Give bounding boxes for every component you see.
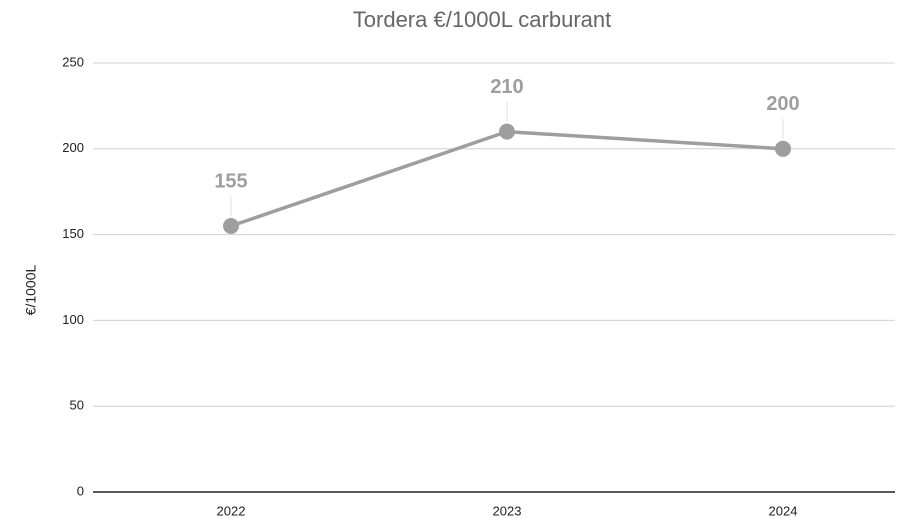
data-label: 155	[214, 170, 247, 192]
y-tick-label: 0	[77, 483, 84, 498]
y-tick-label: 200	[62, 140, 84, 155]
data-point	[775, 140, 791, 157]
y-tick-label: 100	[62, 312, 84, 327]
data-label: 200	[766, 93, 799, 115]
x-tick-label: 2024	[769, 503, 798, 518]
data-label: 210	[490, 76, 523, 98]
y-tick-label: 50	[70, 398, 84, 413]
y-axis-label: €/1000L	[23, 264, 39, 315]
x-tick-label: 2022	[217, 503, 246, 518]
data-point	[223, 218, 239, 235]
y-tick-label: 250	[62, 54, 84, 69]
data-line	[230, 129, 784, 228]
chart-title: Tordera €/1000L carburant	[353, 7, 611, 32]
data-point	[499, 123, 515, 140]
y-tick-label: 150	[62, 226, 84, 241]
x-tick-label: 2023	[493, 503, 522, 518]
